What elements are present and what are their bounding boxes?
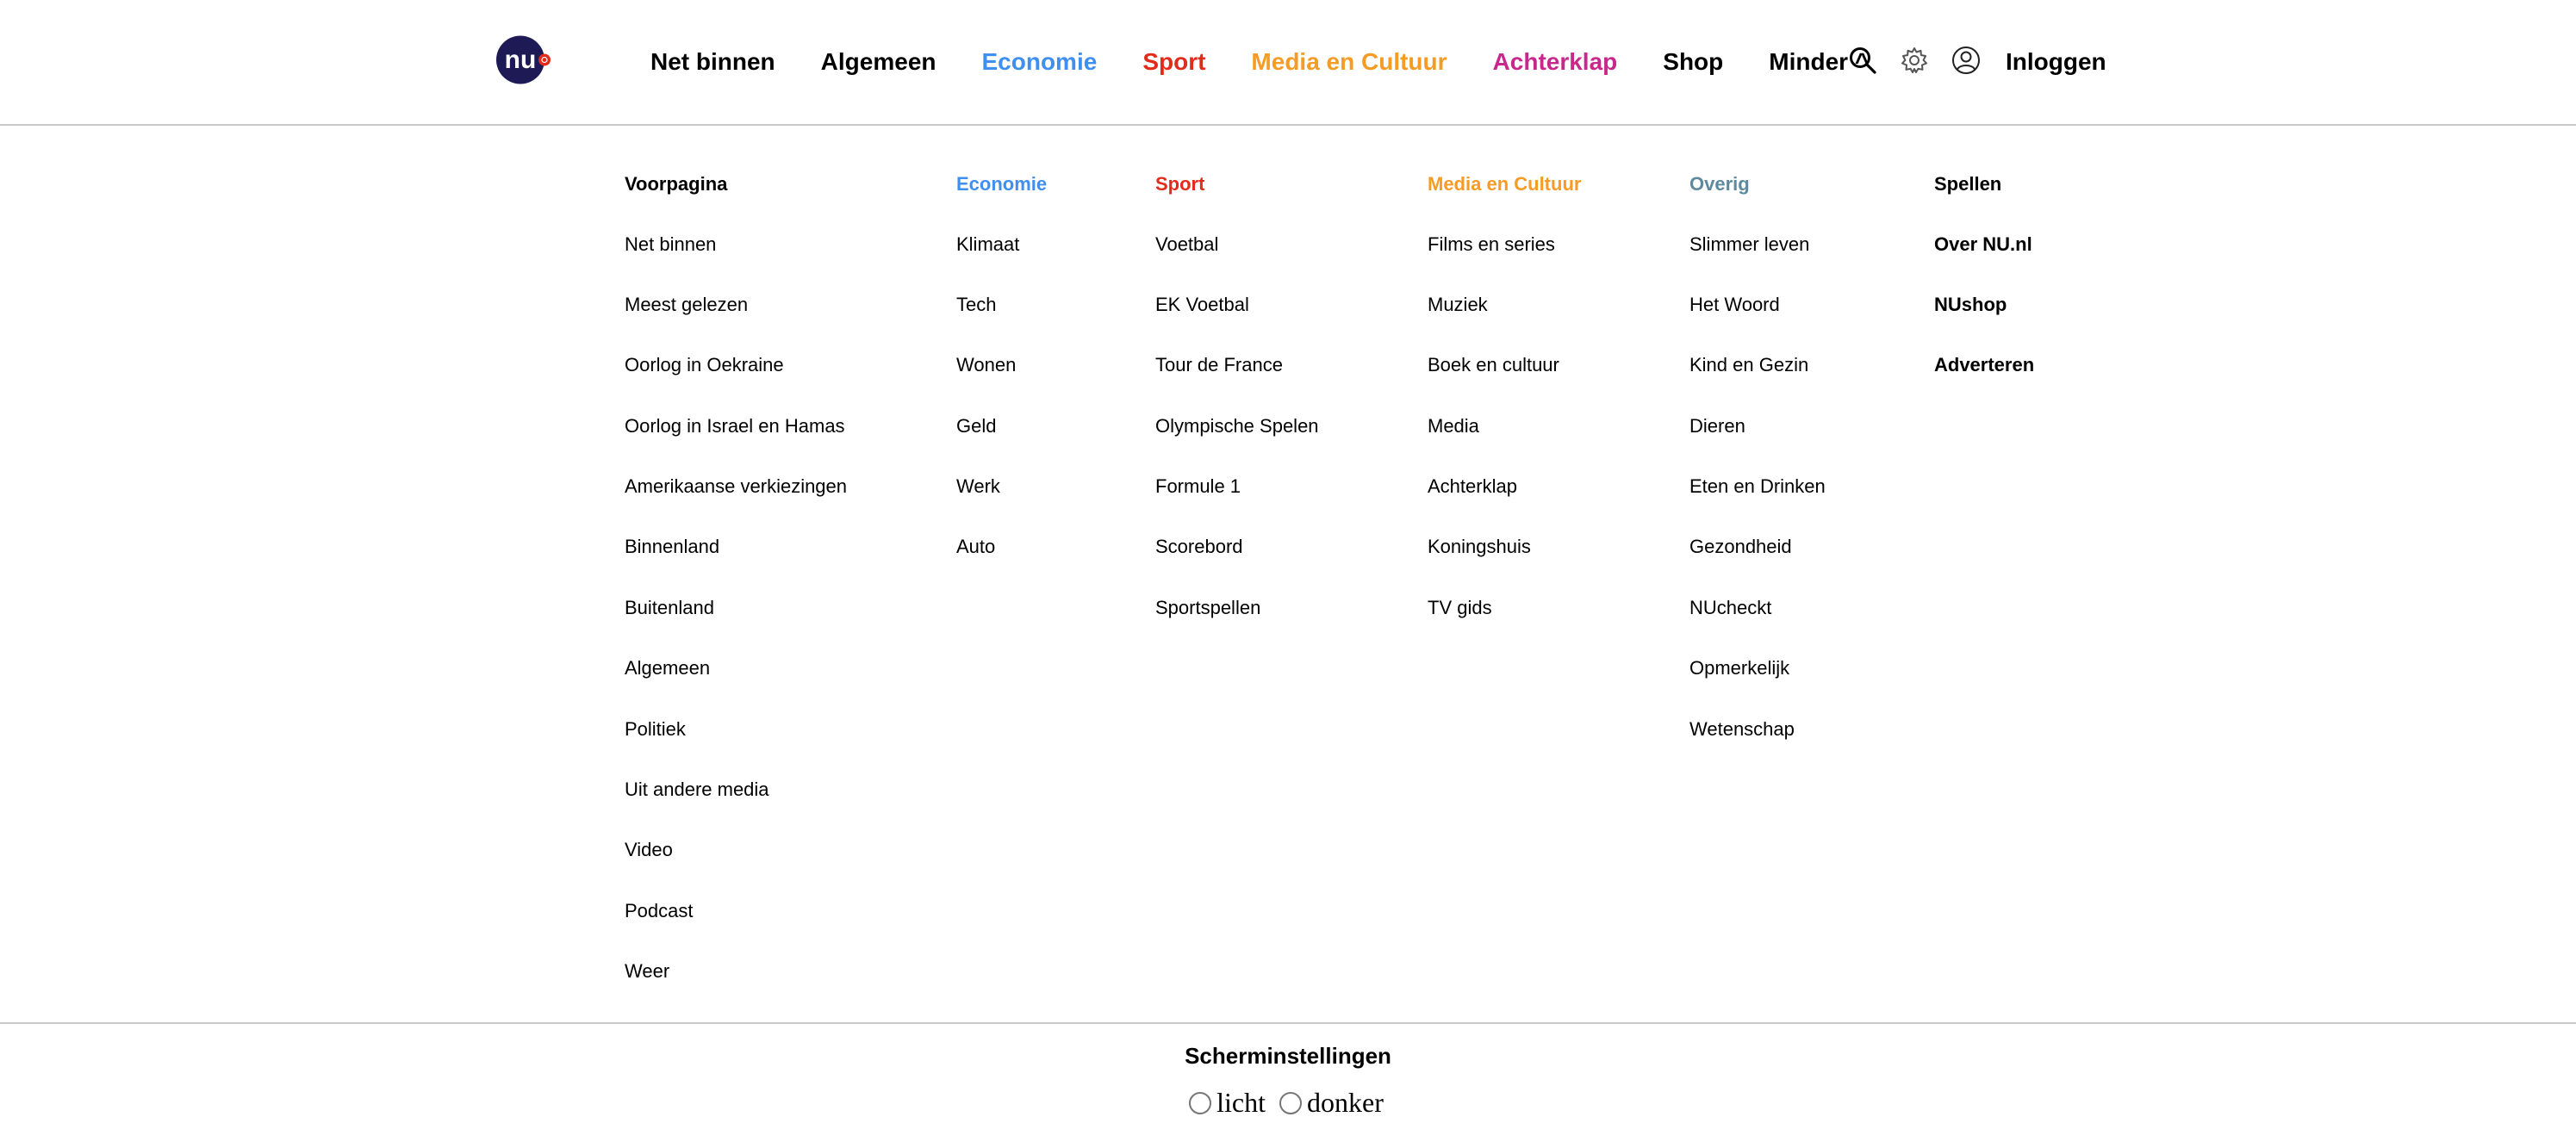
menu-item[interactable]: Achterklap xyxy=(1428,475,1517,497)
menu-item[interactable]: Scorebord xyxy=(1155,536,1243,557)
nav-link-economie[interactable]: Economie xyxy=(981,48,1098,75)
nu-logo[interactable]: nu xyxy=(496,35,551,84)
menu-item[interactable]: Kind en Gezin xyxy=(1689,354,1809,375)
menu-item[interactable]: Opmerkelijk xyxy=(1689,657,1790,679)
site-header: nu Net binnen Algemeen Economie Sport Media … xyxy=(0,0,2576,126)
menu-item[interactable]: Oorlog in Israel en Hamas xyxy=(625,415,845,437)
menu-item[interactable]: Films en series xyxy=(1428,233,1555,255)
menu-heading[interactable]: Media en Cultuur xyxy=(1428,173,1582,195)
menu-item[interactable]: Geld xyxy=(956,415,997,437)
menu-item[interactable]: Adverteren xyxy=(1934,354,2035,375)
nav-link-media-en-cultuur[interactable]: Media en Cultuur xyxy=(1251,48,1447,75)
menu-item[interactable]: Buitenland xyxy=(625,597,714,618)
theme-dark-label[interactable]: donker xyxy=(1307,1087,1384,1118)
gear-icon[interactable] xyxy=(1899,45,1930,76)
menu-item[interactable]: Meest gelezen xyxy=(625,294,749,315)
menu-item[interactable]: Muziek xyxy=(1428,294,1488,315)
section-divider xyxy=(0,1022,2576,1024)
logo-text: nu xyxy=(505,46,537,74)
menu-item[interactable]: Over NU.nl xyxy=(1934,233,2032,255)
menu-item[interactable]: Tour de France xyxy=(1155,354,1283,375)
nav-link-shop[interactable]: Shop xyxy=(1663,48,1724,75)
menu-item[interactable]: Olympische Spelen xyxy=(1155,415,1319,437)
theme-light-label[interactable]: licht xyxy=(1216,1087,1266,1118)
menu-item[interactable]: Formule 1 xyxy=(1155,475,1241,497)
menu-item[interactable]: Wetenschap xyxy=(1689,718,1795,740)
search-icon[interactable] xyxy=(1847,45,1878,76)
menu-heading[interactable]: Economie xyxy=(956,173,1048,195)
menu-item[interactable]: Weer xyxy=(625,960,670,982)
mega-menu: Voorpagina Net binnen Meest gelezen Oorlog … xyxy=(0,126,2576,1023)
menu-heading[interactable]: Overig xyxy=(1689,173,1750,195)
menu-item[interactable]: Media xyxy=(1428,415,1479,437)
menu-item[interactable]: Amerikaanse verkiezingen xyxy=(625,475,848,497)
menu-item[interactable]: Uit andere media xyxy=(625,779,769,800)
login-button[interactable]: Inloggen xyxy=(2006,48,2106,75)
menu-item[interactable]: Werk xyxy=(956,475,1000,497)
user-icon[interactable] xyxy=(1951,45,1982,76)
menu-item[interactable]: Het Woord xyxy=(1689,294,1780,315)
menu-item[interactable]: Dieren xyxy=(1689,415,1745,437)
nav-link-algemeen[interactable]: Algemeen xyxy=(820,48,936,75)
menu-heading[interactable]: Sport xyxy=(1155,173,1205,195)
menu-item[interactable]: Algemeen xyxy=(625,657,711,679)
menu-item[interactable]: Wonen xyxy=(956,354,1017,375)
menu-item[interactable]: Tech xyxy=(956,294,997,315)
menu-item[interactable]: EK Voetbal xyxy=(1155,294,1249,315)
menu-item[interactable]: Klimaat xyxy=(956,233,1020,255)
nav-link-achterklap[interactable]: Achterklap xyxy=(1492,48,1618,75)
menu-item[interactable]: Boek en cultuur xyxy=(1428,354,1559,375)
theme-light-radio[interactable] xyxy=(1189,1091,1212,1114)
menu-heading[interactable]: Voorpagina xyxy=(625,173,728,195)
menu-heading[interactable]: Spellen xyxy=(1934,173,2002,195)
menu-item[interactable]: NUcheckt xyxy=(1689,597,1772,618)
menu-item[interactable]: Slimmer leven xyxy=(1689,233,1810,255)
menu-item[interactable]: Podcast xyxy=(625,900,694,921)
menu-item[interactable]: Eten en Drinken xyxy=(1689,475,1826,497)
menu-item[interactable]: Oorlog in Oekraine xyxy=(625,354,784,375)
screen-settings-title: Scherminstellingen xyxy=(1185,1043,1391,1069)
theme-selector: licht donker xyxy=(0,1087,2576,1119)
menu-item[interactable]: NUshop xyxy=(1934,294,2007,315)
nav-link-net-binnen[interactable]: Net binnen xyxy=(650,48,775,75)
menu-item[interactable]: Sportspellen xyxy=(1155,597,1261,618)
theme-dark-radio[interactable] xyxy=(1279,1091,1302,1114)
menu-item[interactable]: Binnenland xyxy=(625,536,720,557)
menu-item[interactable]: Net binnen xyxy=(625,233,717,255)
nav-link-sport[interactable]: Sport xyxy=(1142,48,1206,75)
menu-item[interactable]: Video xyxy=(625,839,673,860)
menu-item[interactable]: Politiek xyxy=(625,718,686,740)
menu-item[interactable]: Gezondheid xyxy=(1689,536,1792,557)
menu-item[interactable]: TV gids xyxy=(1428,597,1492,618)
main-nav: Net binnen Algemeen Economie Sport Media en … xyxy=(650,45,1869,79)
menu-item[interactable]: Koningshuis xyxy=(1428,536,1531,557)
menu-item[interactable]: Voetbal xyxy=(1155,233,1219,255)
menu-item[interactable]: Auto xyxy=(956,536,996,557)
